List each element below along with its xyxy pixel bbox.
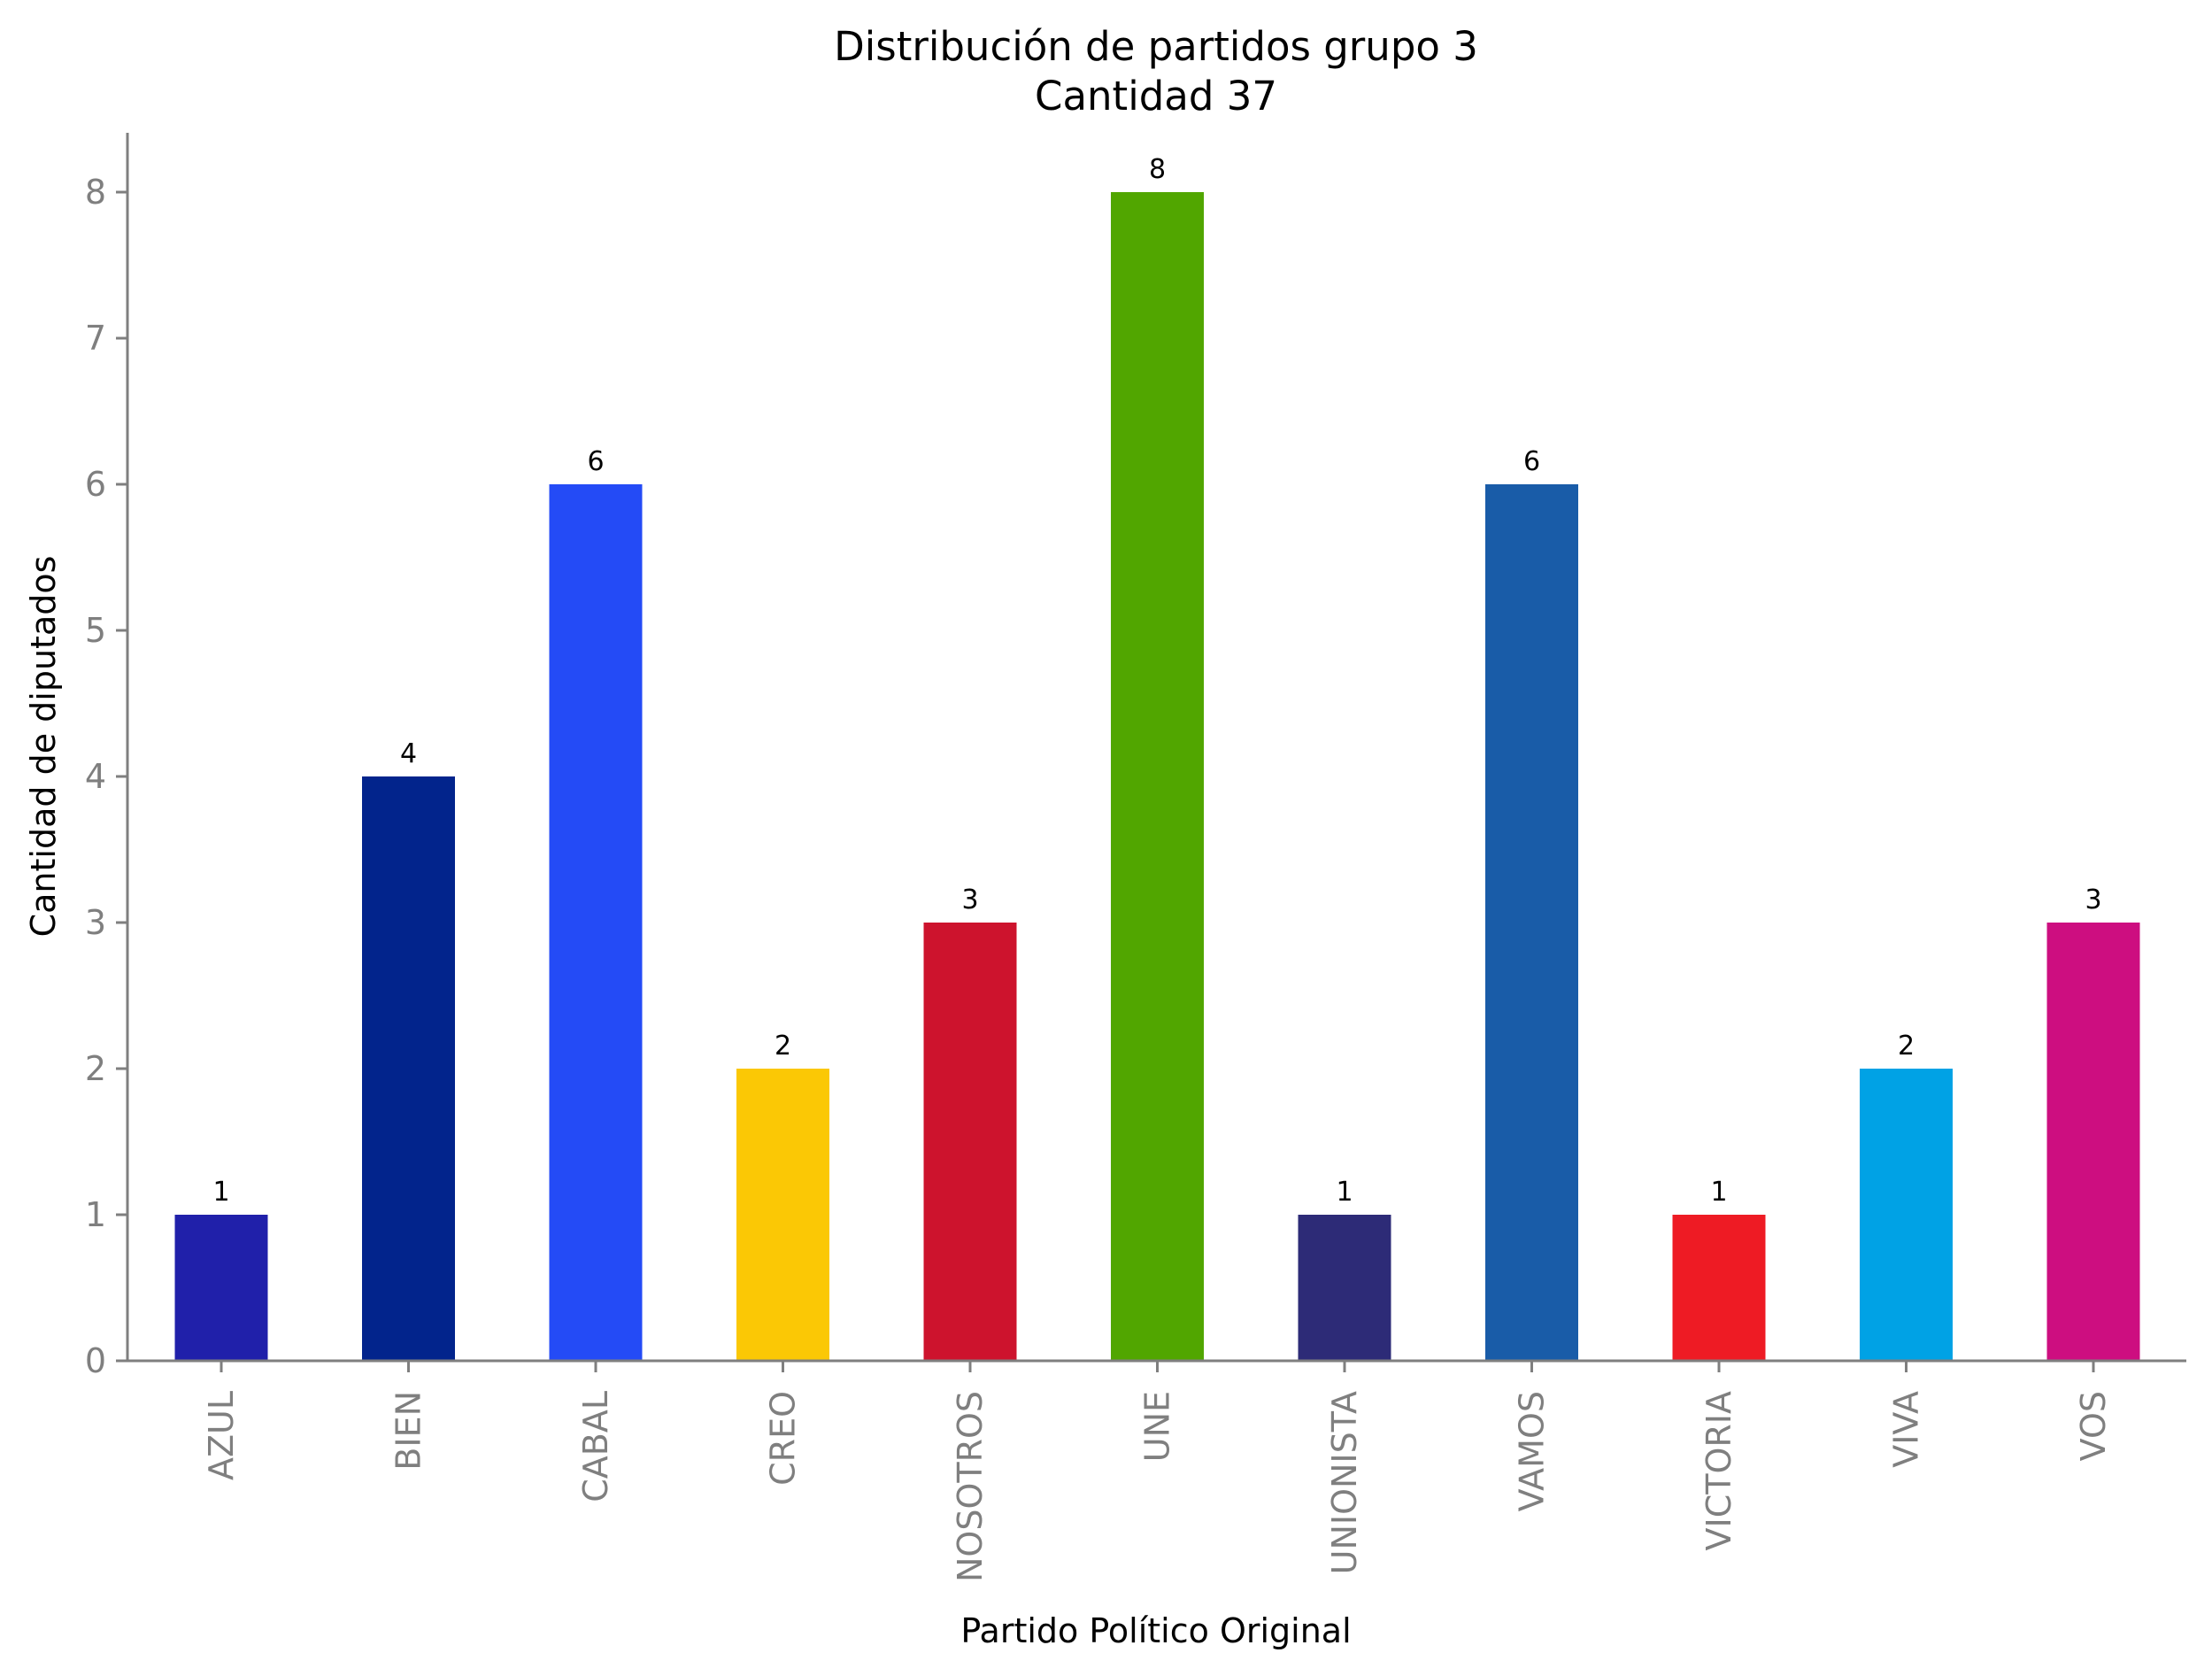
data-label: 1 — [212, 1177, 229, 1208]
bar — [1111, 192, 1204, 1361]
y-tick-label: 2 — [85, 1049, 106, 1088]
bar — [1672, 1215, 1766, 1361]
x-tick-label: CREO — [764, 1391, 803, 1486]
bar — [2046, 923, 2140, 1361]
data-label: 3 — [961, 884, 978, 915]
x-tick-label: UNE — [1138, 1391, 1177, 1462]
x-axis-label: Partido Político Original — [960, 1611, 1351, 1650]
y-axis-label: Cantidad de diputados — [24, 556, 63, 938]
x-tick-label: VIVA — [1887, 1391, 1926, 1468]
x-tick-label: UNIONISTA — [1325, 1391, 1364, 1574]
data-label: 6 — [587, 446, 604, 477]
x-tick-label: VOS — [2074, 1391, 2113, 1461]
data-label: 2 — [1898, 1031, 1915, 1062]
bar — [923, 923, 1017, 1361]
data-labels-group: 1 4 6 2 3 8 1 6 1 2 3 — [212, 154, 2101, 1208]
x-tick-label: VAMOS — [1513, 1391, 1552, 1511]
x-tick-label: AZUL — [202, 1391, 241, 1480]
bar — [1485, 484, 1578, 1361]
y-tick-label: 1 — [85, 1195, 106, 1234]
data-label: 6 — [1523, 446, 1540, 477]
chart-subtitle: Cantidad 37 — [1035, 73, 1277, 120]
data-label: 3 — [2085, 884, 2101, 915]
data-label: 1 — [1710, 1177, 1727, 1208]
y-axis-ticks: 0 1 2 3 4 5 6 7 8 — [85, 173, 127, 1380]
x-axis-ticks: AZUL BIEN CABAL CREO NOSOTROS UNE UNIONISTA VAM… — [202, 1361, 2113, 1582]
y-tick-label: 4 — [85, 757, 106, 796]
data-label: 1 — [1336, 1177, 1353, 1208]
data-label: 8 — [1149, 154, 1166, 185]
x-tick-label: NOSOTROS — [951, 1391, 990, 1582]
data-label: 2 — [775, 1031, 791, 1062]
bar — [549, 484, 643, 1361]
bar — [736, 1069, 829, 1361]
data-label: 4 — [400, 738, 417, 769]
x-tick-label: BIEN — [389, 1391, 428, 1471]
y-tick-label: 6 — [85, 465, 106, 504]
x-tick-label: CABAL — [576, 1391, 615, 1502]
x-tick-label: VICTORIA — [1699, 1391, 1738, 1550]
bar — [1298, 1215, 1391, 1361]
bar — [362, 776, 455, 1361]
y-tick-label: 5 — [85, 611, 106, 650]
chart-title: Distribución de partidos grupo 3 — [834, 23, 1478, 70]
y-tick-label: 7 — [85, 319, 106, 358]
bar — [1860, 1069, 1953, 1361]
bar — [174, 1215, 268, 1361]
y-tick-label: 3 — [85, 903, 106, 942]
y-tick-label: 8 — [85, 173, 106, 212]
bars-group — [174, 192, 2140, 1361]
y-tick-label: 0 — [85, 1341, 106, 1380]
